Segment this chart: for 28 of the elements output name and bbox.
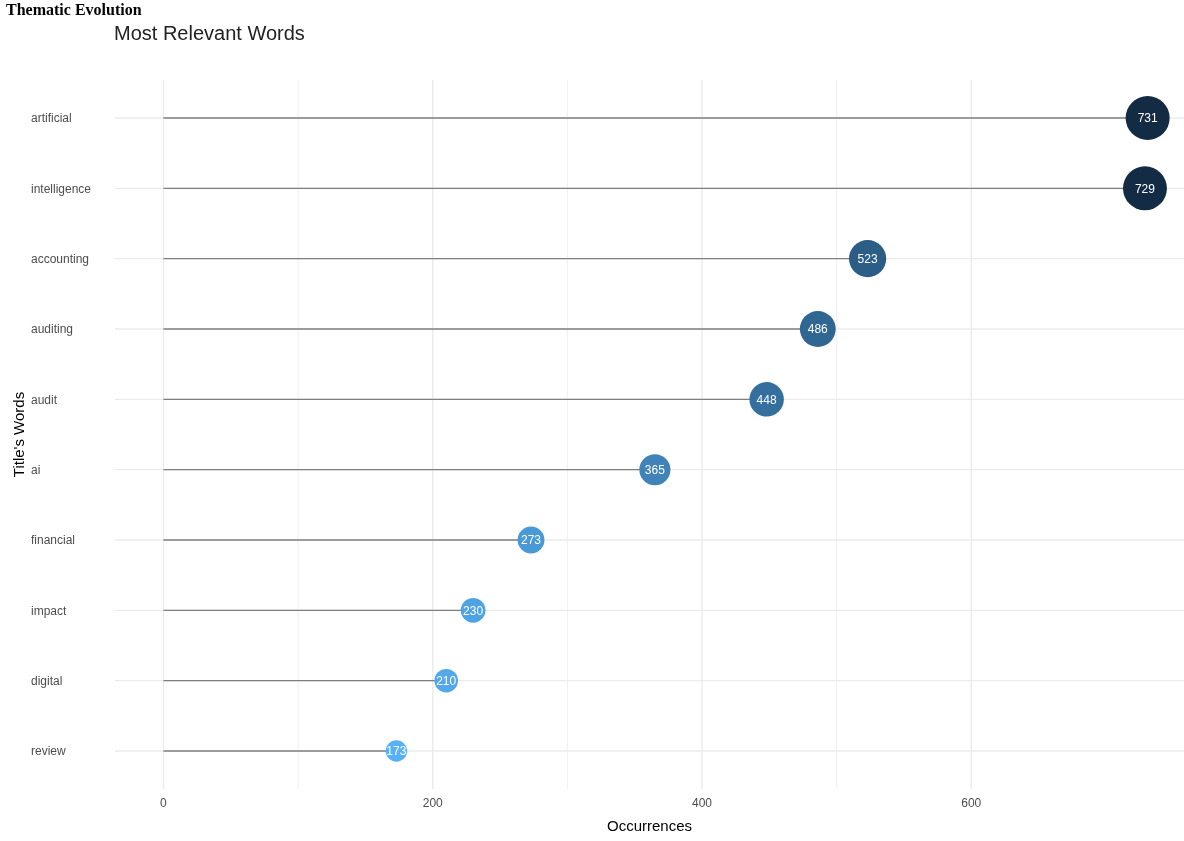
y-tick-label: artificial — [31, 111, 72, 126]
data-label: 365 — [644, 462, 666, 477]
y-tick-label: review — [31, 744, 67, 759]
data-label: 173 — [386, 744, 407, 759]
y-tick-label: financial — [31, 533, 76, 548]
data-label: 230 — [463, 603, 484, 618]
data-label: 729 — [1134, 181, 1156, 196]
y-tick-label: ai — [31, 462, 41, 477]
x-tick-label: 200 — [422, 796, 444, 810]
x-axis-title: Occurrences — [606, 817, 693, 834]
data-label: 210 — [436, 673, 457, 688]
y-axis-title: Title's Words — [10, 391, 27, 478]
y-tick-label: audit — [31, 392, 58, 407]
chart-title: Most Relevant Words — [114, 22, 305, 44]
y-tick-label: digital — [31, 673, 63, 688]
y-tick-label: accounting — [31, 251, 90, 266]
x-tick-label: 600 — [961, 796, 982, 810]
y-tick-label: impact — [31, 603, 68, 618]
text: Thematic Evolution — [6, 1, 142, 18]
x-tick-label: 400 — [691, 796, 713, 810]
data-label: 448 — [756, 392, 777, 407]
data-label: 273 — [521, 533, 542, 548]
data-label: 486 — [807, 322, 829, 337]
data-label: 731 — [1137, 111, 1158, 126]
y-tick-label: intelligence — [31, 181, 92, 196]
x-tick-label: 0 — [160, 796, 168, 810]
y-tick-label: auditing — [31, 322, 74, 337]
data-label: 523 — [857, 251, 878, 266]
